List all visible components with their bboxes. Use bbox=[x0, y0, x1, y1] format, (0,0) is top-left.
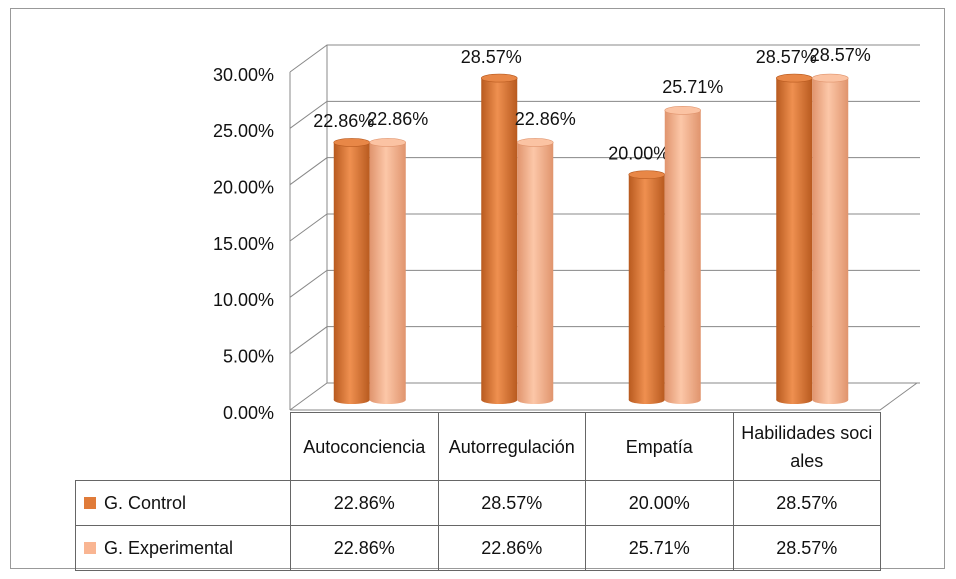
legend-label: G. Control bbox=[104, 493, 187, 513]
data-label: 20.00% bbox=[608, 143, 669, 163]
grid-line bbox=[289, 44, 920, 73]
bar-top bbox=[628, 170, 666, 179]
grid-line bbox=[289, 269, 920, 298]
table-value: 22.86% bbox=[290, 525, 439, 571]
bar bbox=[333, 138, 371, 404]
bar bbox=[628, 170, 666, 404]
bar-base bbox=[628, 396, 665, 404]
y-tick-label: 25.00% bbox=[213, 121, 274, 141]
table-value: 28.57% bbox=[732, 525, 881, 571]
bar-body bbox=[628, 174, 665, 400]
bar-base bbox=[333, 396, 370, 404]
bar-top bbox=[516, 138, 554, 147]
bar bbox=[664, 106, 702, 404]
data-label: 28.57% bbox=[756, 47, 817, 67]
legend-swatch bbox=[84, 497, 96, 509]
table-value: 28.57% bbox=[732, 480, 881, 526]
table-value: 28.57% bbox=[437, 480, 586, 526]
legend-swatch bbox=[84, 542, 96, 554]
grid-line bbox=[289, 326, 920, 355]
table-value: 22.86% bbox=[290, 480, 439, 526]
bar-top bbox=[333, 138, 371, 147]
bar-body bbox=[812, 78, 849, 401]
bar-base bbox=[776, 396, 813, 404]
grid-line bbox=[289, 157, 920, 186]
data-label: 22.86% bbox=[313, 111, 374, 131]
data-label: 28.57% bbox=[810, 45, 871, 65]
y-tick-label: 30.00% bbox=[213, 65, 274, 85]
data-label: 28.57% bbox=[461, 47, 522, 67]
legend-cell: G. Control bbox=[75, 480, 291, 526]
y-tick-label: 10.00% bbox=[213, 290, 274, 310]
table-value: 22.86% bbox=[437, 525, 586, 571]
table-value: 25.71% bbox=[585, 525, 734, 571]
grid-line bbox=[289, 382, 920, 411]
bar-base bbox=[517, 396, 554, 404]
bar-top bbox=[775, 73, 813, 83]
bar-base bbox=[369, 396, 406, 404]
chart-frame bbox=[10, 8, 945, 569]
bar bbox=[480, 73, 518, 404]
table-header: Autorregulación bbox=[437, 412, 586, 481]
data-label: 22.86% bbox=[515, 109, 576, 129]
table-header: Habilidades sociales bbox=[732, 412, 881, 481]
bar-base bbox=[481, 396, 518, 404]
bar-base bbox=[664, 396, 701, 404]
table-header: Autoconciencia bbox=[290, 412, 439, 481]
data-label: 22.86% bbox=[367, 109, 428, 129]
grid-line bbox=[289, 100, 920, 129]
bar bbox=[516, 138, 554, 404]
bar-body bbox=[664, 110, 701, 401]
grid-line bbox=[289, 213, 920, 242]
bar-body bbox=[481, 78, 518, 401]
bar bbox=[369, 138, 407, 404]
legend-cell: G. Experimental bbox=[75, 525, 291, 571]
bar-top bbox=[480, 73, 518, 83]
table-value: 20.00% bbox=[585, 480, 734, 526]
bar-body bbox=[517, 142, 554, 400]
bar-body bbox=[776, 78, 813, 401]
bar-body bbox=[333, 142, 370, 400]
bar-body bbox=[369, 142, 406, 400]
y-tick-label: 20.00% bbox=[213, 177, 274, 197]
bar-top bbox=[369, 138, 407, 147]
floor-line bbox=[290, 382, 918, 411]
bar-top bbox=[811, 73, 849, 83]
bar-top bbox=[664, 106, 702, 115]
legend-label: G. Experimental bbox=[104, 538, 234, 558]
y-tick-label: 5.00% bbox=[223, 346, 274, 366]
table-header: Empatía bbox=[585, 412, 734, 481]
y-tick-label: 0.00% bbox=[223, 403, 274, 423]
bar bbox=[811, 73, 849, 404]
y-tick-label: 15.00% bbox=[213, 234, 274, 254]
bar bbox=[775, 73, 813, 404]
data-label: 25.71% bbox=[662, 77, 723, 97]
bar-base bbox=[812, 396, 849, 404]
